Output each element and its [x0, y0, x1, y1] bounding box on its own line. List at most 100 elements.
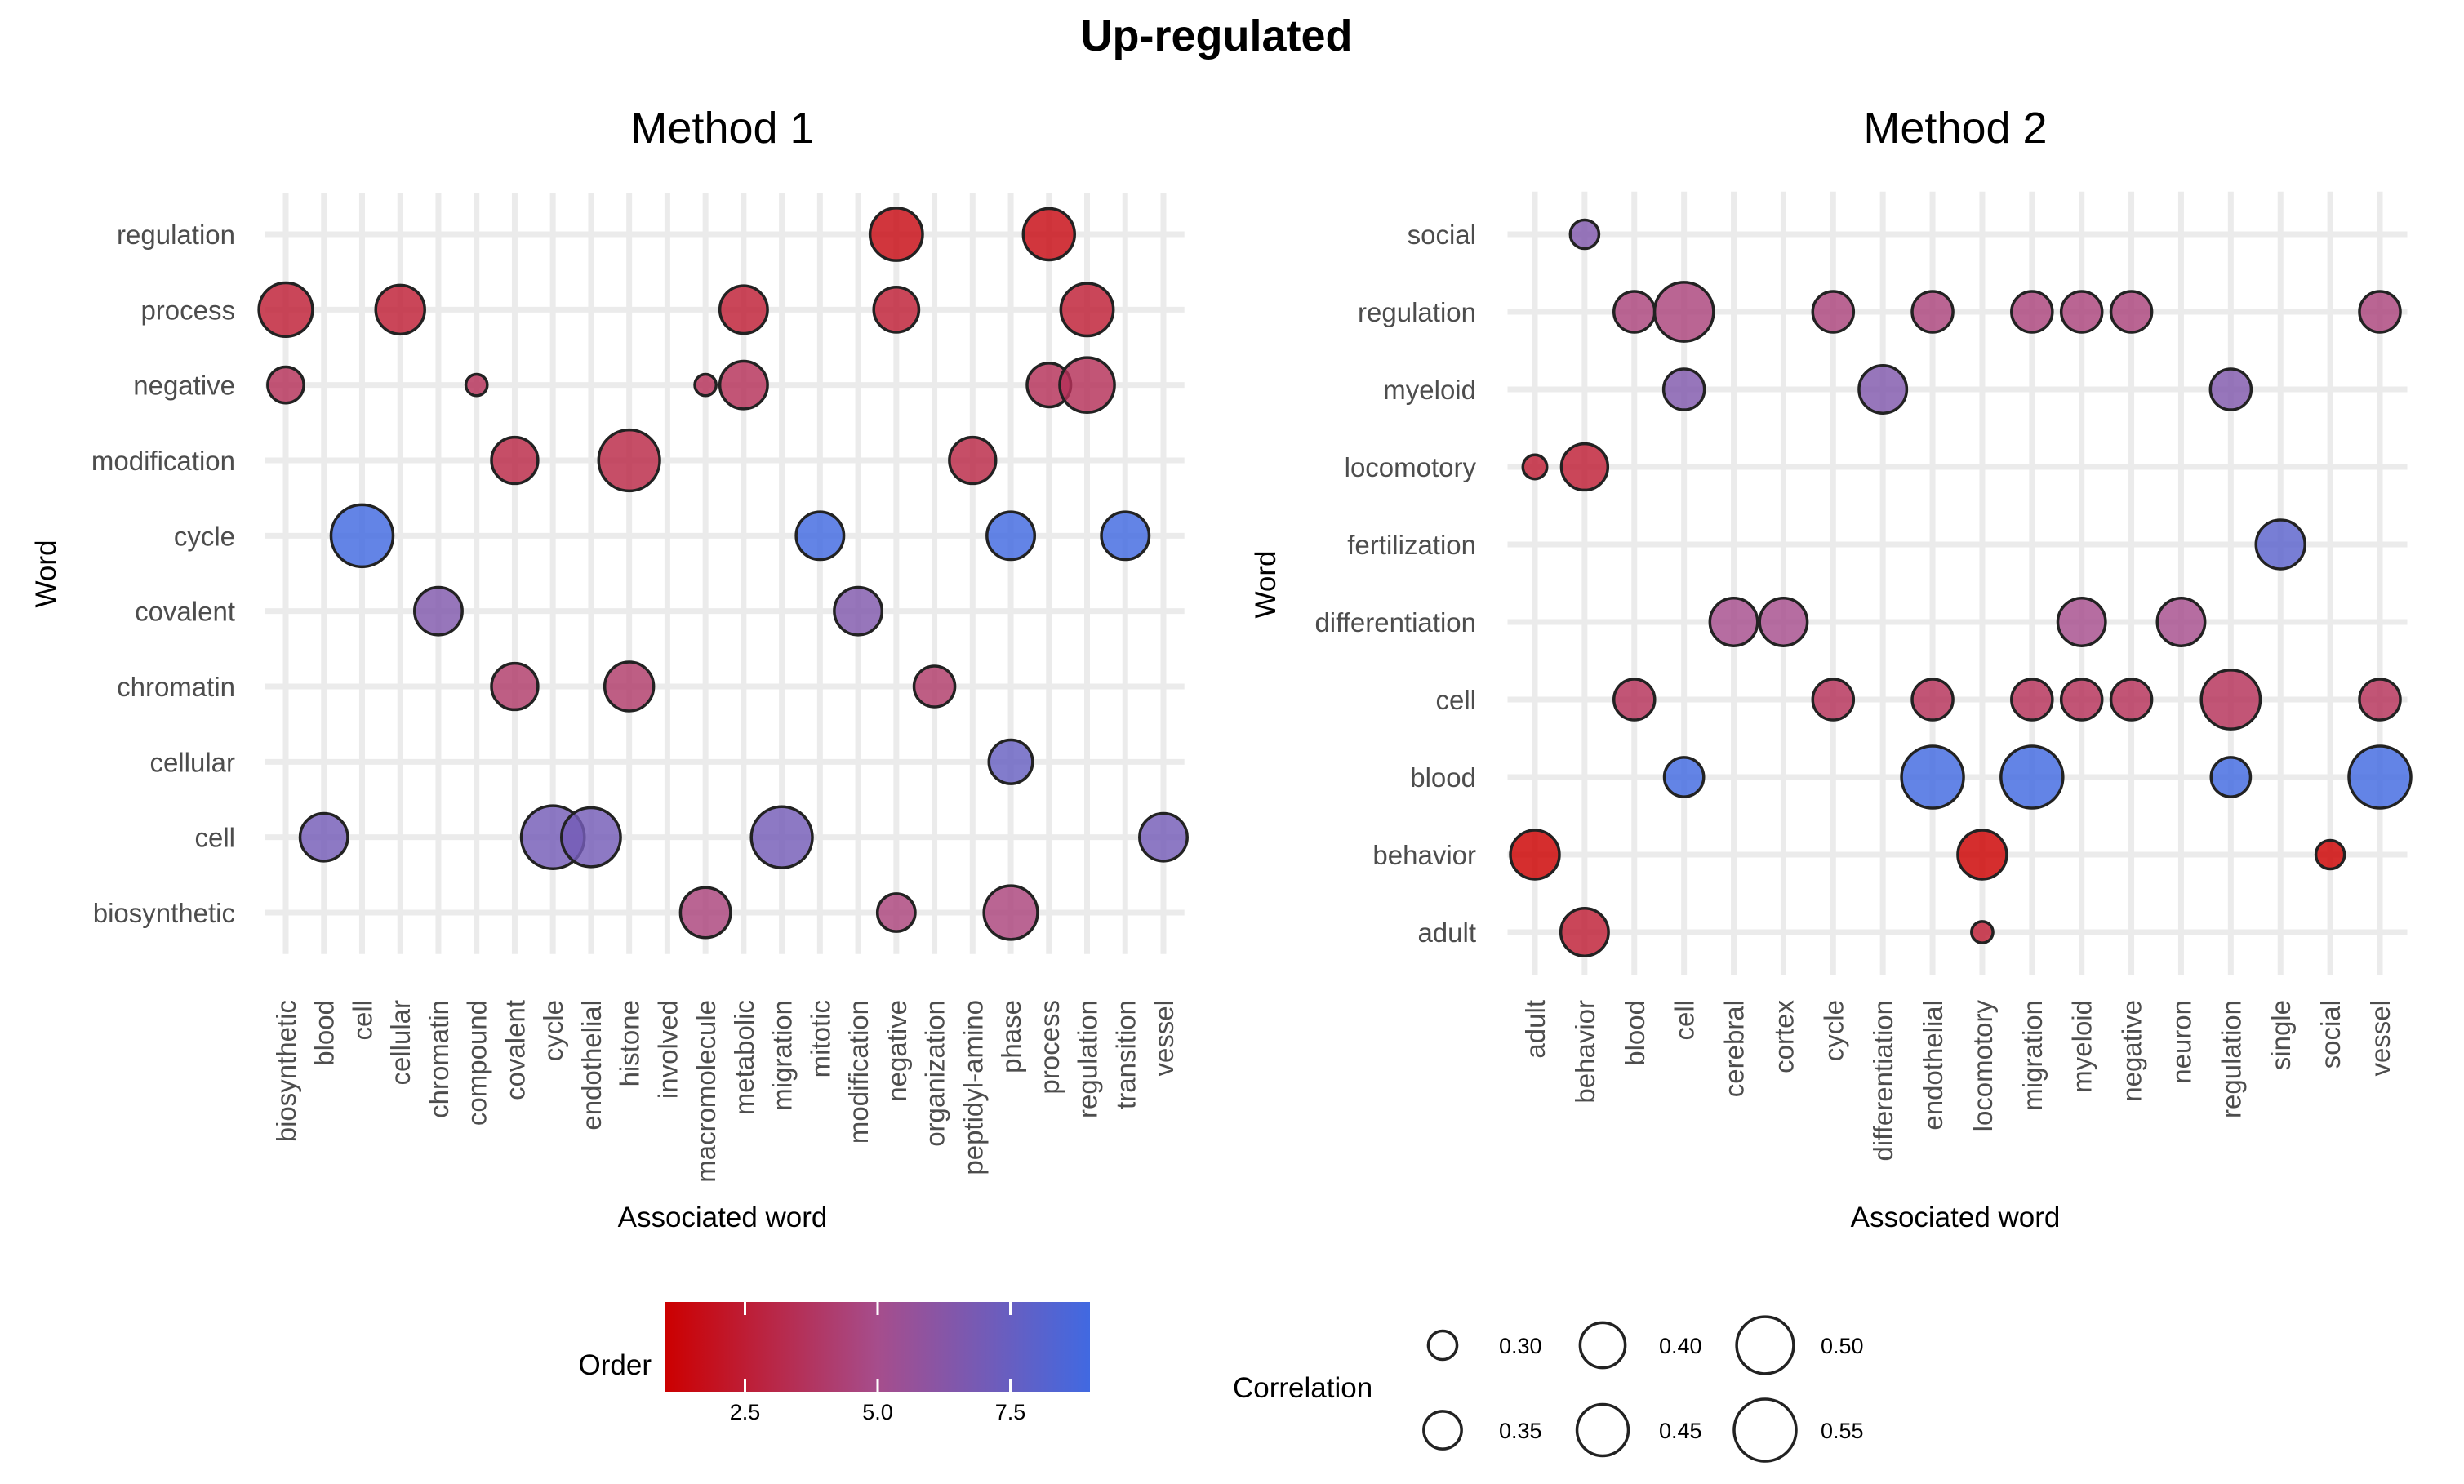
x-tick-label: negative	[882, 1000, 912, 1102]
bubble-point	[948, 435, 998, 486]
colorbar-tick-label: 5.0	[862, 1400, 893, 1424]
bubble-point	[1811, 290, 1856, 334]
x-tick-label: process	[1034, 1000, 1065, 1095]
method-1-panel: Method 1 biosynthetic cell cellular chromat…	[30, 104, 1189, 1233]
bubble-point	[1509, 829, 1561, 881]
y-tick-label: process	[140, 295, 235, 325]
y-tick-label: covalent	[135, 597, 235, 627]
x-tick-label: metabolic	[729, 1000, 759, 1115]
method-2-panel: Method 2 adult behavior blood cell different…	[1250, 104, 2413, 1233]
colorbar-tick-label: 2.5	[730, 1400, 761, 1424]
y-tick-label: regulation	[1358, 297, 1476, 327]
y-tick-label: chromatin	[117, 672, 235, 702]
method-2-y-ticks: adult behavior blood cell differentiation fer…	[1314, 220, 1476, 948]
y-tick-label: differentiation	[1314, 607, 1476, 638]
correlation-size-legend: Correlation 0.30 0.35 0.40 0.45 0.50 0.55	[1233, 1315, 1864, 1463]
bubble-point	[1999, 744, 2065, 810]
bubble-point	[1138, 811, 1189, 863]
x-tick-label: histone	[615, 1000, 645, 1086]
order-colorbar-ticks: 2.5 5.0 7.5	[730, 1302, 1025, 1424]
x-tick-label: vessel	[1149, 1000, 1179, 1077]
y-tick-label: behavior	[1372, 840, 1476, 870]
x-tick-label: locomotory	[1968, 1000, 1998, 1132]
bubble-point	[1900, 744, 1965, 810]
x-tick-label: cycle	[1818, 1000, 1848, 1061]
x-tick-label: cerebral	[1719, 1000, 1750, 1097]
bubble-point	[1970, 920, 1995, 944]
bubble-point	[1708, 597, 1759, 647]
bubble-point	[2109, 290, 2154, 334]
bubble-point	[298, 811, 349, 863]
y-tick-label: blood	[1410, 762, 1476, 793]
y-tick-label: cycle	[174, 521, 235, 551]
method-2-x-ticks: adult behavior blood cell cerebral cortex cycl…	[1520, 1000, 2395, 1162]
size-key-label: 0.30	[1499, 1334, 1542, 1358]
bubble-point	[1612, 678, 1657, 722]
bubble-point	[2155, 597, 2207, 647]
bubble-point	[2059, 678, 2104, 722]
bubble-point	[490, 435, 540, 486]
x-tick-label: blood	[1620, 1000, 1650, 1066]
x-tick-label: negative	[2117, 1000, 2147, 1102]
bubble-point	[2254, 518, 2306, 571]
bubble-point	[560, 806, 622, 869]
bubble-point	[1568, 218, 1601, 251]
size-key-label: 0.35	[1499, 1419, 1542, 1443]
y-tick-label: modification	[91, 446, 235, 476]
x-tick-label: involved	[652, 1000, 683, 1099]
x-tick-label: chromatin	[424, 1000, 454, 1118]
method-1-x-ticks: biosynthetic blood cell cellular chromatin co…	[271, 1000, 1179, 1183]
x-tick-label: behavior	[1570, 1000, 1600, 1104]
bubble-point	[794, 510, 846, 562]
order-colorbar	[665, 1302, 1090, 1392]
correlation-legend-title: Correlation	[1233, 1372, 1372, 1404]
bubble-point	[1910, 290, 1955, 334]
bubble-point	[1910, 678, 1955, 722]
bubble-point	[2358, 678, 2402, 722]
bubble-point	[1956, 829, 2008, 881]
x-tick-label: modification	[843, 1000, 874, 1144]
method-1-points	[257, 207, 1189, 941]
size-key-label: 0.40	[1659, 1334, 1702, 1358]
x-tick-label: cellular	[385, 1000, 416, 1086]
bubble-point	[678, 886, 732, 940]
bubble-point	[875, 892, 917, 933]
bubble-point	[2347, 744, 2413, 810]
method-1-title: Method 1	[630, 104, 814, 153]
size-key-circle	[1735, 1315, 1795, 1375]
bubble-point	[1059, 282, 1115, 338]
bubble-point	[2010, 678, 2054, 722]
size-key-circle	[1422, 1410, 1463, 1451]
bubble-point	[718, 359, 769, 411]
bubble-point	[597, 428, 661, 493]
x-tick-label: transition	[1110, 1000, 1141, 1109]
bubble-point	[266, 365, 305, 405]
y-tick-label: adult	[1417, 918, 1476, 948]
order-color-legend: Order 2.5 5.0 7.5	[579, 1302, 1090, 1424]
bubble-point	[985, 510, 1037, 562]
bubble-point	[718, 284, 769, 335]
x-tick-label: phase	[996, 1000, 1026, 1073]
bubble-point	[872, 285, 921, 334]
correlation-size-keys: 0.30 0.35 0.40 0.45 0.50 0.55	[1422, 1315, 1864, 1463]
y-tick-label: negative	[133, 371, 235, 401]
x-tick-label: biosynthetic	[271, 1000, 301, 1142]
bubble-point	[2358, 290, 2402, 334]
size-key-label: 0.55	[1821, 1419, 1864, 1443]
x-tick-label: compound	[462, 1000, 492, 1126]
method-1-x-axis-title: Associated word	[618, 1202, 828, 1233]
x-tick-label: migration	[2017, 1000, 2048, 1111]
y-tick-label: cell	[194, 823, 235, 853]
bubble-point	[603, 660, 656, 713]
bubble-point	[1857, 364, 1909, 415]
x-tick-label: endothelial	[576, 1000, 607, 1131]
x-tick-label: cortex	[1768, 1000, 1799, 1073]
size-key-circle	[1732, 1397, 1798, 1463]
bubble-point	[912, 664, 957, 709]
bubble-point	[1661, 367, 1706, 411]
y-tick-label: social	[1408, 220, 1476, 250]
x-tick-label: regulation	[1073, 1000, 1103, 1118]
bubble-point	[374, 283, 426, 336]
y-tick-label: myeloid	[1383, 375, 1476, 405]
method-2-x-axis-title: Associated word	[1851, 1202, 2061, 1233]
